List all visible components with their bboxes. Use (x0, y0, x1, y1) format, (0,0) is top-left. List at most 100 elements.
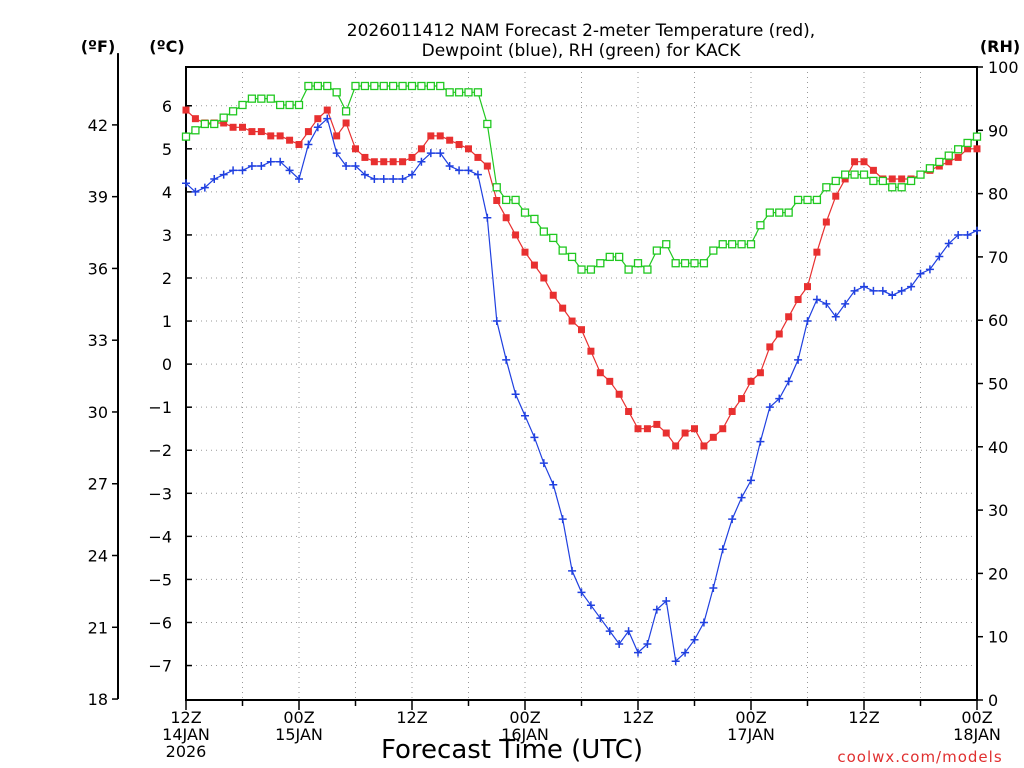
dewpoint-point (464, 166, 473, 175)
temperature-point (286, 136, 294, 144)
rh-point (652, 246, 661, 255)
rh-point (972, 132, 982, 141)
rh-point (502, 195, 511, 205)
rh-point (850, 170, 859, 179)
temperature-point (625, 407, 633, 415)
dewpoint-point (662, 596, 671, 605)
celsius-tick-label: −6 (148, 613, 172, 632)
celsius-tick-label: 0 (162, 355, 172, 374)
x-tick-label: 16JAN (501, 725, 549, 744)
rh-point (370, 81, 379, 91)
rh-point (765, 208, 774, 217)
rh-point (285, 100, 294, 110)
dewpoint-point (803, 317, 812, 326)
dewpoint-point (219, 170, 228, 179)
rh-point (728, 240, 737, 249)
x-tick-label: 14JAN (162, 725, 210, 744)
temperature-point (700, 442, 708, 450)
rh-point (869, 176, 878, 186)
rh-point (906, 176, 916, 186)
dewpoint-point (530, 433, 539, 442)
rh-point (238, 100, 247, 110)
dewpoint-point (624, 627, 633, 636)
temperature-point (672, 442, 680, 450)
temperature-point (728, 407, 736, 415)
x-tick-label: 17JAN (727, 725, 775, 744)
dewpoint-point (888, 291, 897, 300)
rh-point (841, 170, 850, 179)
dewpoint-point (775, 394, 784, 403)
x-tick-label: 2026 (166, 742, 207, 761)
temperature-point (964, 145, 972, 153)
rh-point (822, 183, 831, 192)
dewpoint-point (822, 299, 831, 308)
temperature-point (483, 162, 491, 170)
fahrenheit-tick-label: 33 (88, 331, 108, 350)
temperature-point (841, 175, 849, 183)
dewpoint-point (765, 403, 774, 412)
temperature-point (295, 141, 303, 149)
rh-point (454, 88, 464, 97)
dewpoint-point (502, 355, 511, 364)
rh-tick-label: 0 (988, 691, 998, 710)
rh-point (624, 265, 633, 274)
dewpoint-point (313, 123, 322, 132)
dewpoint-point (295, 174, 303, 183)
temperature-point (549, 291, 557, 299)
temperature-point (851, 158, 859, 166)
temperature-point (596, 369, 604, 377)
rh-point (210, 119, 219, 129)
rh-tick-label: 60 (988, 311, 1008, 330)
temperature-point (540, 274, 548, 282)
dewpoint-point (718, 545, 727, 554)
rh-point (181, 132, 191, 141)
rh-point (389, 81, 398, 91)
temperature-point (888, 175, 896, 183)
celsius-tick-label: −4 (148, 527, 172, 546)
dewpoint-point (285, 166, 294, 175)
temperature-point (399, 158, 407, 166)
fahrenheit-tick-label: 18 (88, 690, 108, 709)
temperature-point (691, 425, 698, 433)
dewpoint-point (492, 317, 501, 326)
dewpoint-point (210, 174, 219, 183)
dewpoint-point (549, 480, 558, 489)
dewpoint-point (342, 162, 351, 171)
chart-title-line-1: 2026011412 NAM Forecast 2-meter Temperat… (347, 21, 815, 41)
rh-tick-label: 90 (988, 121, 1008, 140)
rh-point (878, 176, 887, 186)
x-tick-label: 00Z (283, 708, 314, 727)
dewpoint-point (257, 162, 266, 171)
x-axis-label: Forecast Time (UTC) (381, 735, 643, 765)
rh-point (341, 107, 351, 116)
rh-unit-label: (RH) (980, 37, 1020, 56)
rh-tick-label: 100 (988, 58, 1019, 77)
rh-tick-label: 70 (988, 248, 1008, 267)
dewpoint-point (794, 355, 803, 364)
rh-point (464, 88, 473, 97)
rh-point (417, 81, 426, 91)
celsius-tick-label: 3 (162, 226, 172, 245)
rh-point (247, 94, 257, 103)
temperature-point (898, 175, 906, 183)
dewpoint-point (379, 174, 388, 183)
rh-point (191, 126, 200, 135)
temperature-point (681, 429, 689, 437)
rh-point (304, 81, 313, 91)
x-tick-label: 12Z (622, 708, 653, 727)
temperature-point (446, 136, 454, 144)
rh-point (483, 119, 492, 129)
rh-point (963, 138, 972, 148)
temperature-point (521, 248, 529, 256)
rh-point (294, 100, 304, 110)
rh-point (718, 240, 727, 249)
dewpoint-point (860, 282, 868, 291)
dewpoint-point (182, 179, 190, 188)
celsius-tick-label: −2 (148, 441, 172, 460)
x-tick-label: 00Z (735, 708, 766, 727)
dewpoint-point (568, 566, 577, 575)
dewpoint-point (954, 230, 963, 239)
rh-point (539, 227, 548, 236)
temperature-point (314, 115, 322, 123)
